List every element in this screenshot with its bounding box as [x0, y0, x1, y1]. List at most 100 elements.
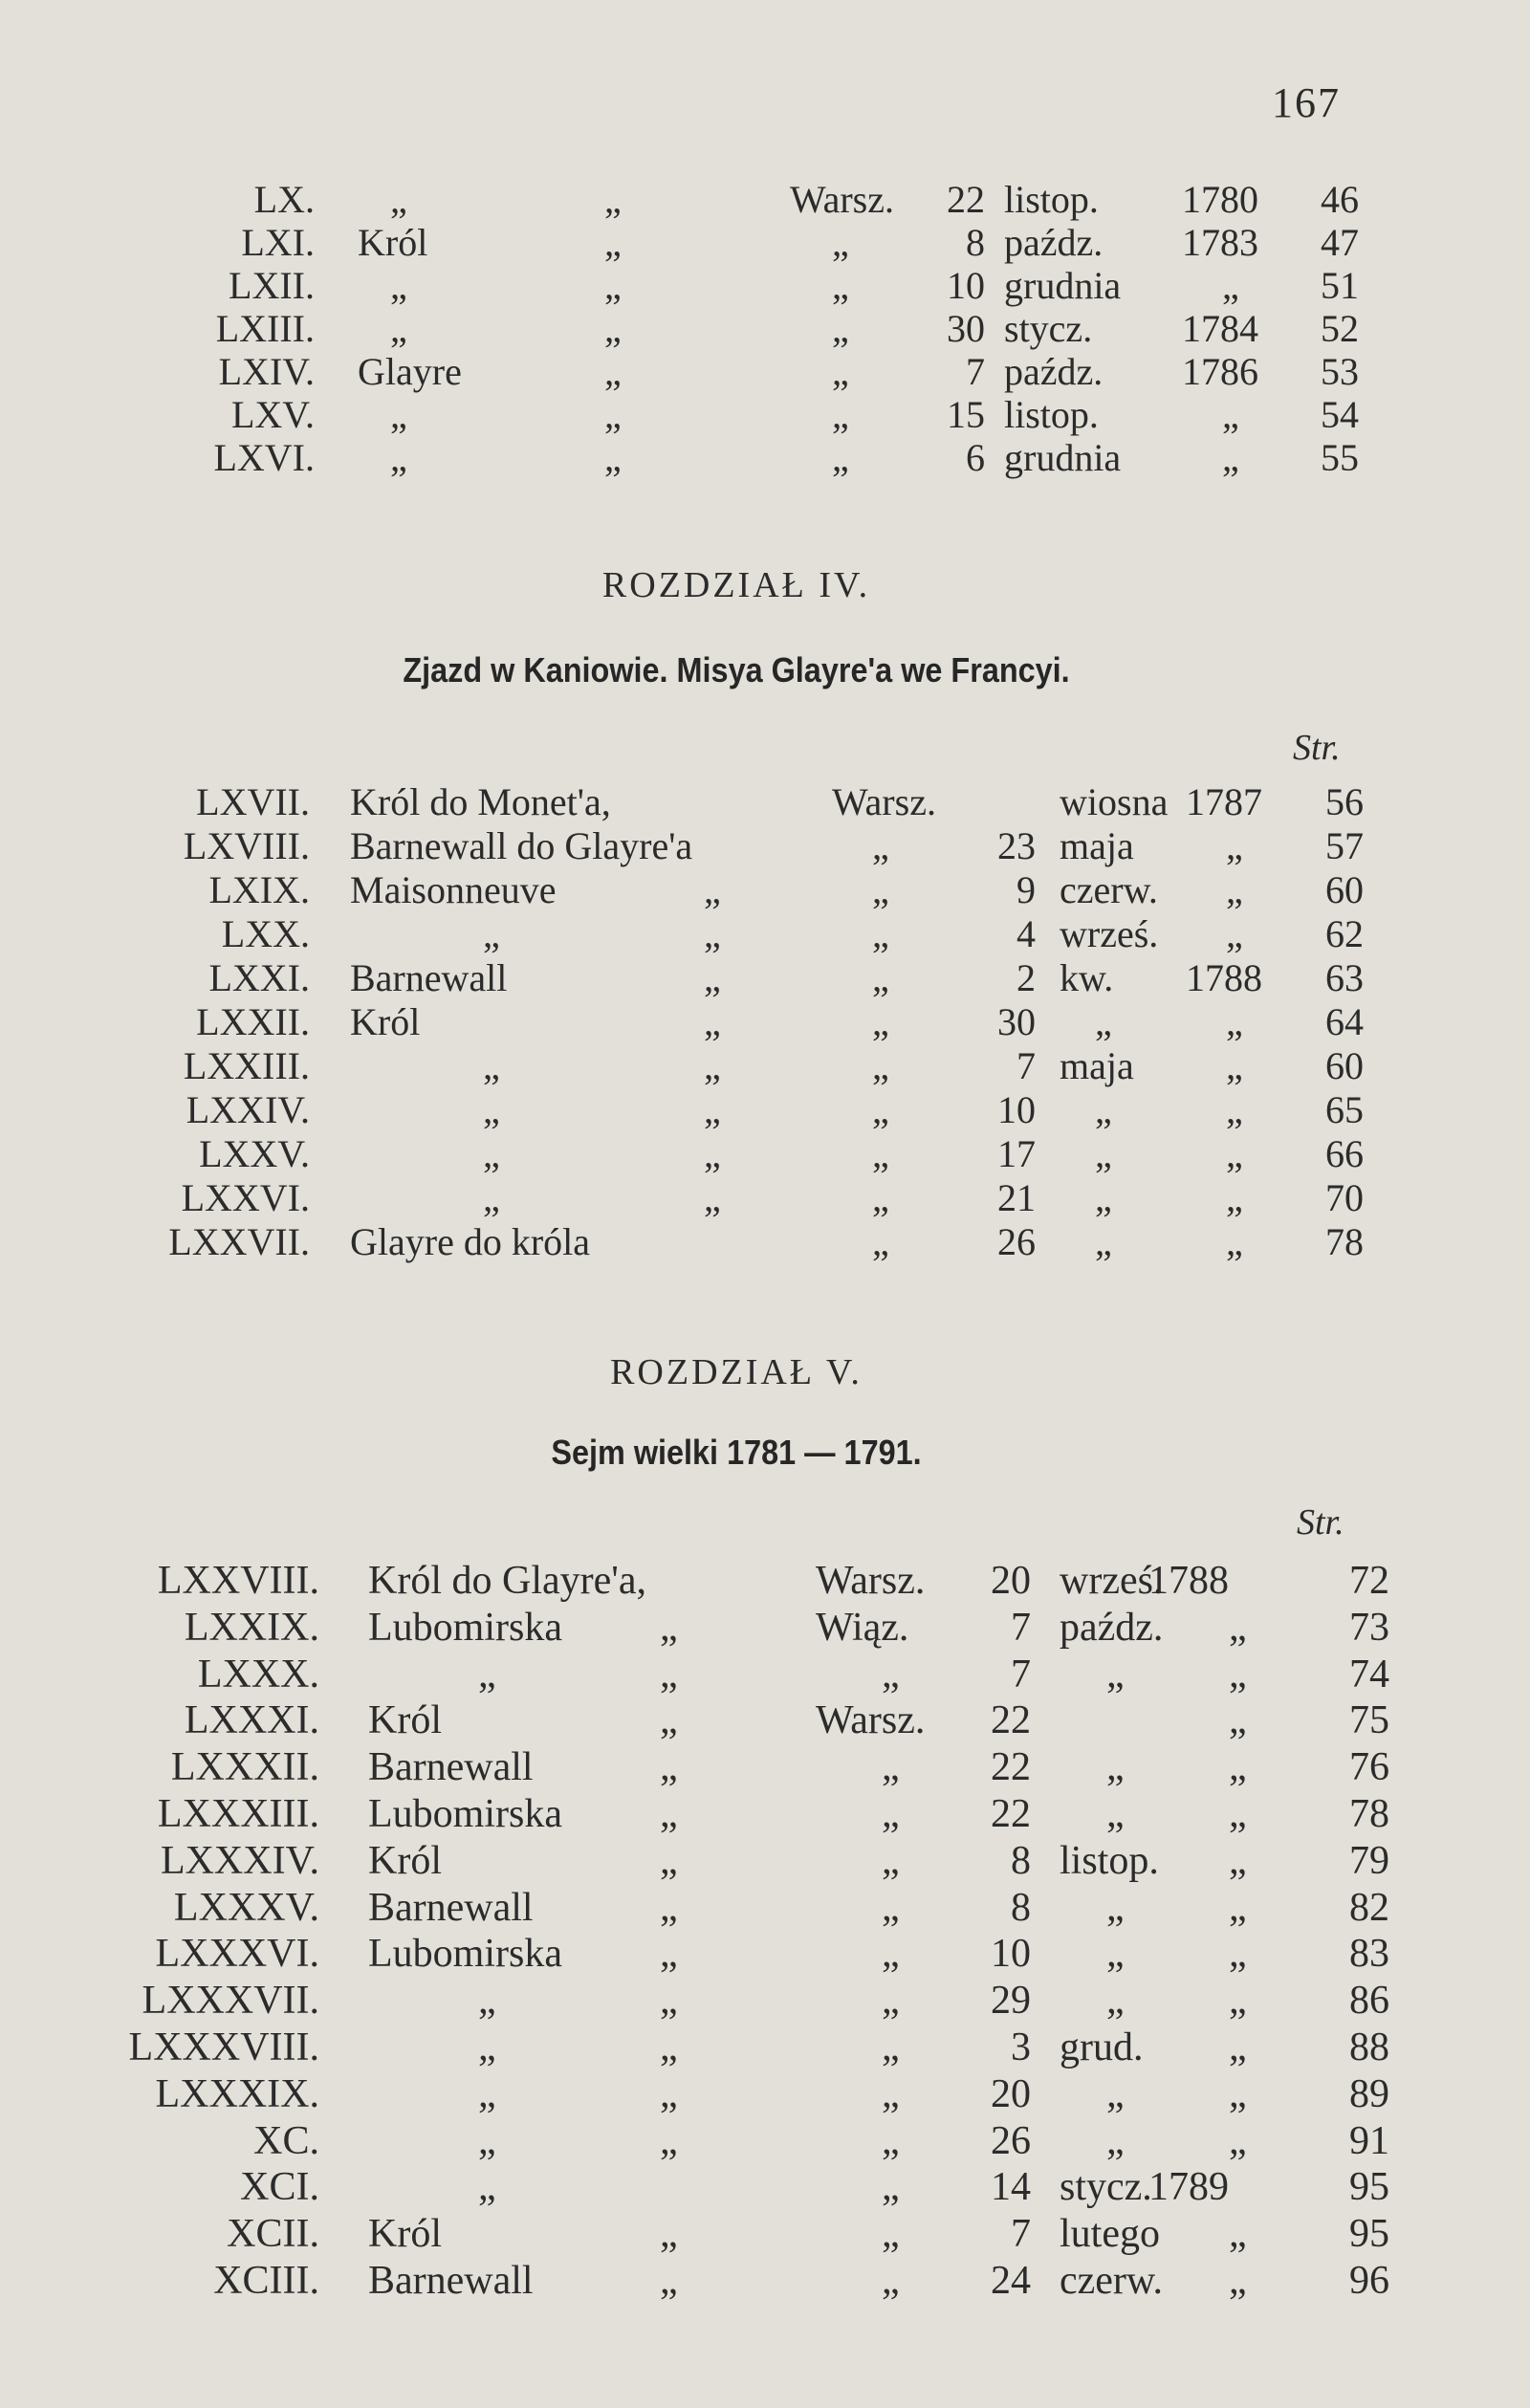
ditto-mark: „	[704, 1000, 721, 1043]
day: 8	[966, 221, 985, 264]
place: „	[872, 1044, 889, 1087]
page-ref: 46	[1321, 178, 1359, 221]
letter-number: LX.	[253, 178, 315, 221]
correspondent: „	[390, 436, 407, 479]
correspondent: Glayre	[358, 350, 462, 393]
correspondent: „	[483, 912, 500, 955]
ditto-mark: „	[704, 912, 721, 955]
year: „	[1229, 1932, 1247, 1977]
place: „	[832, 221, 849, 264]
month: paźdz.	[1004, 221, 1104, 264]
place: „	[872, 956, 889, 999]
year: „	[1229, 1605, 1247, 1650]
year: „	[1229, 2071, 1247, 2116]
correspondent: „	[478, 2165, 496, 2210]
place: „	[882, 1792, 900, 1836]
letter-number: LXXXI.	[184, 1698, 319, 1743]
correspondent: Król	[368, 1838, 442, 1883]
letter-number: LXIII.	[215, 307, 315, 350]
ditto-mark: „	[704, 1044, 721, 1087]
place: Warsz.	[790, 178, 894, 221]
page-ref: 86	[1349, 1979, 1389, 2024]
table-row: LX. „ „ Warsz. 22 listop. 1780 46	[0, 178, 1530, 222]
month: „	[1095, 1088, 1112, 1131]
month: „	[1106, 1979, 1125, 2024]
page-ref: 72	[1349, 1559, 1389, 1603]
letter-number: XCIII.	[213, 2259, 319, 2303]
table-row: LXXXIII. Lubomirska „ „ 22 „ „ 78	[0, 1792, 1530, 1836]
correspondent: Glayre do króla	[350, 1220, 591, 1263]
month: „	[1106, 1745, 1125, 1790]
page-ref: 75	[1349, 1698, 1389, 1743]
ditto-mark: „	[704, 1176, 721, 1219]
place: „	[882, 2071, 900, 2116]
year: 1788	[1148, 1559, 1229, 1603]
letter-number: LXXXVII.	[142, 1979, 319, 2024]
chapter-heading-v: ROZDZIAŁ V.	[610, 1352, 863, 1392]
month: czerw.	[1060, 868, 1158, 911]
day: 10	[991, 1932, 1031, 1977]
year: „	[1222, 436, 1239, 479]
ditto-mark: „	[704, 1132, 721, 1175]
correspondent: „	[390, 178, 407, 221]
table-row: LXXXI. Król „ Warsz. 22 „ 75	[0, 1698, 1530, 1742]
day: 22	[991, 1745, 1031, 1790]
letter-number: LXXV.	[199, 1132, 310, 1175]
day: 7	[1011, 1605, 1031, 1650]
ditto-mark: „	[660, 1838, 678, 1883]
month: listop.	[1060, 1838, 1159, 1883]
year: „	[1222, 264, 1239, 307]
page-number: 167	[1272, 79, 1341, 126]
month: „	[1095, 1176, 1112, 1219]
place: „	[882, 1745, 900, 1790]
page-ref: 95	[1349, 2212, 1389, 2257]
letter-number: LXXXVIII.	[128, 2025, 319, 2069]
year: „	[1229, 1885, 1247, 1930]
table-row: LXV. „ „ „ 15 listop. „ 54	[0, 393, 1530, 437]
letter-number: LXXII.	[196, 1000, 310, 1043]
letter-number: LXX.	[221, 912, 310, 955]
day: 2	[1016, 956, 1036, 999]
table-row: LXIII. „ „ „ 30 stycz. 1784 52	[0, 307, 1530, 351]
correspondent: Król	[368, 1698, 442, 1743]
place: „	[882, 1838, 900, 1883]
place: „	[832, 350, 849, 393]
correspondent: Król	[358, 221, 428, 264]
year: 1789	[1148, 2165, 1229, 2210]
table-row: XC. „ „ „ 26 „ „ 91	[0, 2119, 1530, 2163]
day: 22	[991, 1698, 1031, 1743]
day: 10	[997, 1088, 1036, 1131]
month: „	[1106, 1885, 1125, 1930]
ditto-mark: „	[704, 868, 721, 911]
table-row: LXXI. Barnewall „ „ 2 kw. 1788 63	[0, 956, 1530, 1000]
place: „	[882, 1652, 900, 1697]
month: paźdz.	[1004, 350, 1104, 393]
place: „	[882, 1885, 900, 1930]
month: listop.	[1004, 178, 1099, 221]
place: „	[872, 868, 889, 911]
table-row: LXIX. Maisonneuve „ „ 9 czerw. „ 60	[0, 868, 1530, 912]
year: „	[1226, 912, 1243, 955]
place: „	[832, 264, 849, 307]
month: „	[1106, 2071, 1125, 2116]
day: 7	[966, 350, 985, 393]
month: czerw.	[1060, 2259, 1164, 2303]
page-ref: 52	[1321, 307, 1359, 350]
place: „	[872, 824, 889, 867]
letter-number: XC.	[253, 2118, 319, 2163]
ditto-mark: „	[604, 350, 622, 393]
chapter-subtitle-iv: Zjazd w Kaniowie. Misya Glayre'a we Fran…	[403, 650, 1070, 690]
table-row: LXXVI. „ „ „ 21 „ „ 70	[0, 1176, 1530, 1220]
page-column-label: Str.	[1297, 1502, 1344, 1543]
day: 14	[991, 2165, 1031, 2210]
ditto-mark: „	[604, 264, 622, 307]
day: 7	[1011, 2212, 1031, 2257]
page-ref: 47	[1321, 221, 1359, 264]
day: 22	[991, 1792, 1031, 1836]
correspondent: „	[390, 264, 407, 307]
page-ref: 53	[1321, 350, 1359, 393]
ditto-mark: „	[604, 307, 622, 350]
correspondent: Barnewall	[350, 956, 508, 999]
year: „	[1229, 1698, 1247, 1743]
page-ref: 83	[1349, 1932, 1389, 1977]
